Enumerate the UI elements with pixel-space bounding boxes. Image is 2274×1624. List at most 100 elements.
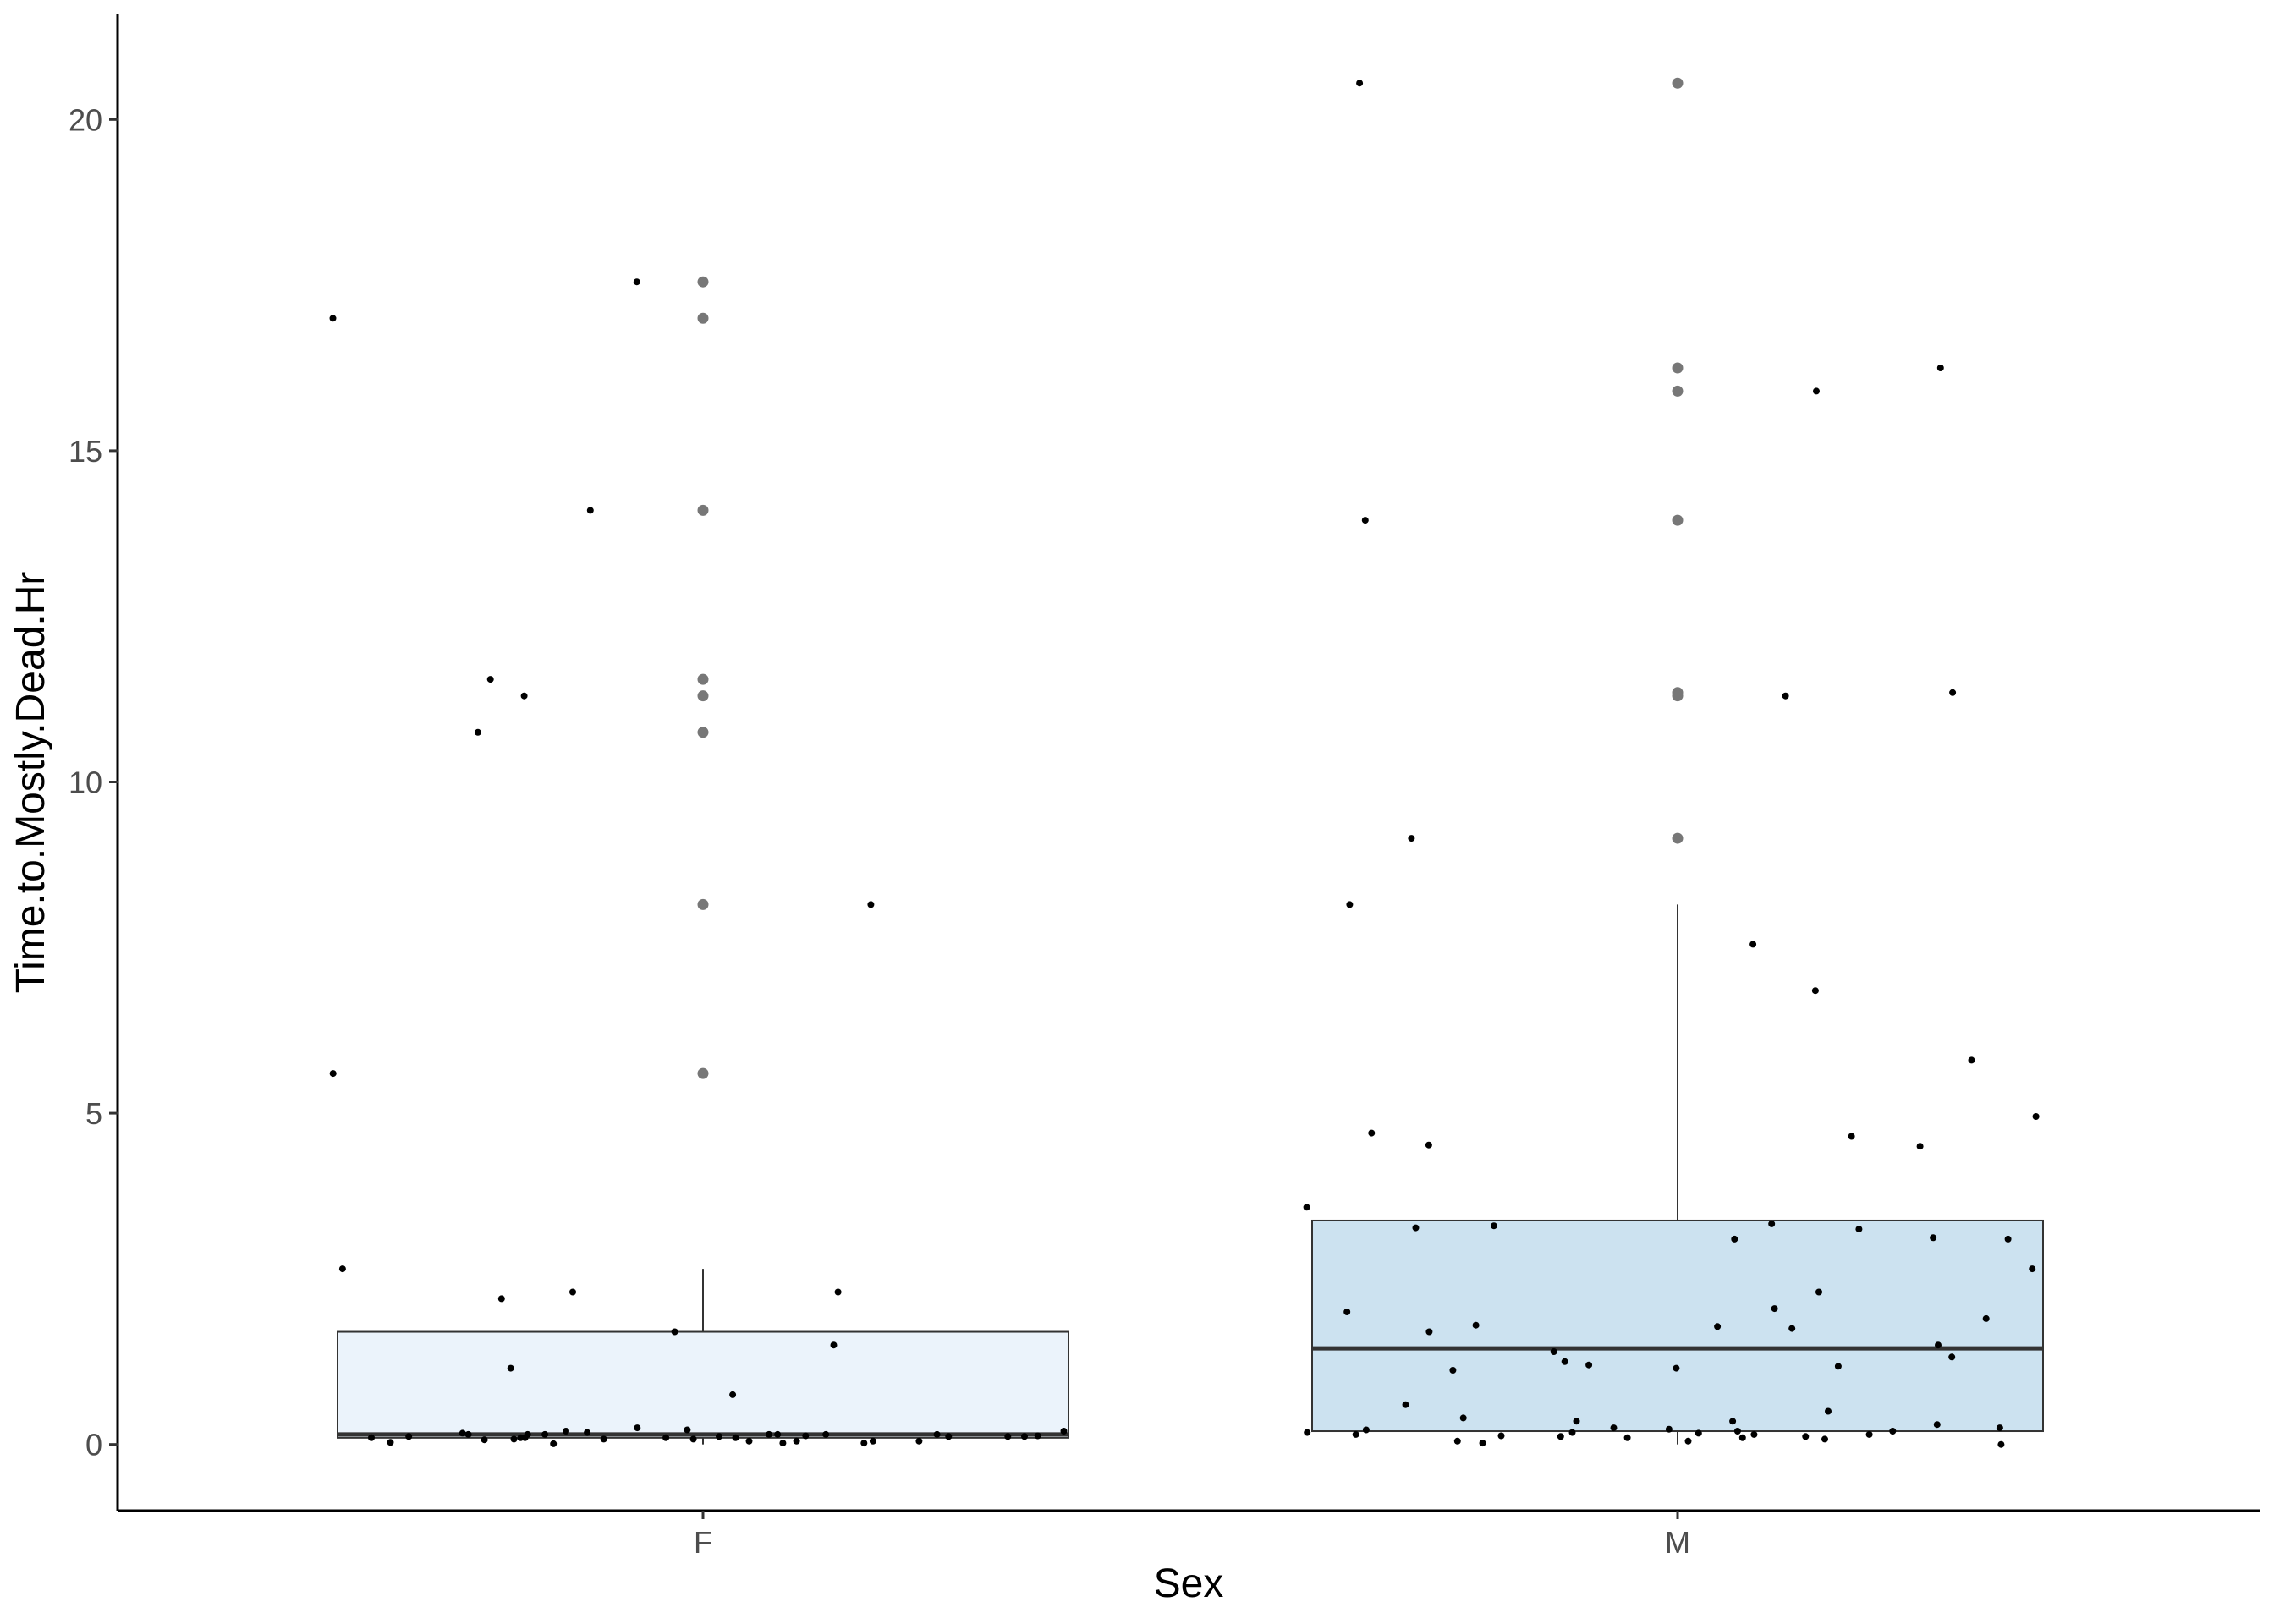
outlier-M-2: [1672, 385, 1684, 397]
data-point-F-0: [633, 278, 640, 286]
data-point-M-27: [1343, 1309, 1351, 1315]
data-point-F-20: [584, 1429, 591, 1436]
data-point-M-16: [1303, 1204, 1310, 1211]
data-point-M-29: [1472, 1321, 1480, 1329]
data-point-M-35: [1948, 1353, 1956, 1361]
data-point-M-63: [1738, 1434, 1746, 1441]
data-point-M-36: [1561, 1358, 1568, 1365]
data-point-F-40: [521, 1434, 529, 1441]
data-point-M-30: [1714, 1323, 1722, 1330]
data-point-F-30: [802, 1432, 810, 1440]
y-tick-label-20: 20: [69, 102, 102, 137]
x-tick-label-F: F: [694, 1525, 712, 1560]
data-point-F-33: [405, 1433, 413, 1440]
data-point-F-21: [459, 1429, 466, 1437]
data-point-F-4: [520, 692, 528, 700]
data-point-F-44: [481, 1436, 488, 1444]
data-point-F-7: [329, 1070, 337, 1078]
data-point-M-34: [1550, 1348, 1557, 1355]
data-point-M-33: [1935, 1341, 1942, 1349]
data-point-M-20: [1855, 1226, 1863, 1233]
data-point-F-31: [1021, 1433, 1028, 1440]
data-point-F-41: [510, 1435, 518, 1443]
data-point-M-40: [1449, 1367, 1457, 1374]
data-point-M-48: [1996, 1424, 2003, 1432]
data-point-F-22: [933, 1430, 941, 1438]
data-point-M-68: [1997, 1440, 2005, 1448]
box-M: [1311, 77, 2044, 1445]
data-point-M-22: [1731, 1235, 1738, 1243]
box-rect-F: [337, 1330, 1069, 1439]
outlier-M-1: [1672, 362, 1684, 374]
data-point-M-65: [1684, 1437, 1692, 1445]
points-layer: [329, 80, 2040, 1448]
data-point-F-11: [497, 1295, 505, 1303]
data-point-M-57: [1352, 1430, 1359, 1438]
data-point-M-18: [1490, 1222, 1497, 1230]
data-point-F-10: [834, 1288, 842, 1296]
data-point-F-18: [1060, 1428, 1068, 1435]
data-point-F-29: [1034, 1432, 1041, 1440]
data-point-M-0: [1356, 80, 1364, 87]
data-point-M-17: [1768, 1220, 1776, 1227]
data-point-M-14: [1425, 1141, 1432, 1149]
data-point-M-61: [1802, 1433, 1810, 1440]
data-point-F-36: [662, 1434, 670, 1441]
data-point-F-39: [368, 1434, 375, 1441]
outlier-F-5: [697, 727, 709, 738]
data-point-M-32: [1425, 1328, 1433, 1336]
data-point-F-16: [634, 1424, 641, 1432]
data-point-F-6: [867, 901, 875, 908]
outlier-M-3: [1672, 514, 1684, 526]
data-point-F-12: [671, 1328, 678, 1336]
data-point-M-44: [1729, 1418, 1737, 1425]
data-point-F-42: [600, 1435, 607, 1443]
data-point-M-3: [1361, 517, 1369, 524]
data-point-M-8: [1749, 941, 1757, 948]
data-point-M-11: [2032, 1113, 2040, 1120]
data-point-M-12: [1368, 1129, 1376, 1137]
data-point-M-25: [1815, 1288, 1822, 1296]
data-point-M-5: [1782, 692, 1789, 700]
data-point-F-26: [822, 1430, 830, 1438]
data-point-M-54: [1568, 1429, 1576, 1436]
data-point-F-17: [684, 1426, 691, 1434]
data-point-F-24: [766, 1430, 772, 1438]
outlier-M-6: [1672, 832, 1684, 844]
y-tick-label-5: 5: [85, 1096, 102, 1131]
data-point-F-2: [586, 507, 594, 514]
data-point-M-58: [1865, 1430, 1873, 1438]
data-point-F-51: [779, 1440, 787, 1447]
data-point-M-43: [1459, 1414, 1467, 1422]
data-point-M-64: [1821, 1435, 1828, 1443]
y-axis-title: Time.to.Mostly.Dead.Hr: [8, 572, 53, 994]
data-point-M-26: [1771, 1305, 1778, 1313]
y-tick-label-10: 10: [69, 765, 102, 799]
y-tick-label-0: 0: [85, 1428, 102, 1462]
data-point-M-52: [1733, 1428, 1741, 1435]
data-point-M-49: [1665, 1425, 1673, 1433]
outlier-M-0: [1672, 77, 1684, 89]
data-point-F-50: [860, 1440, 868, 1447]
data-point-F-14: [507, 1364, 514, 1372]
outlier-M-5: [1672, 690, 1684, 702]
data-point-M-28: [1982, 1314, 1990, 1322]
outlier-F-4: [697, 690, 709, 702]
data-point-M-62: [1623, 1434, 1631, 1441]
outlier-F-6: [697, 898, 709, 910]
box-rect-M: [1311, 1219, 2044, 1433]
data-point-F-49: [387, 1439, 394, 1446]
data-point-M-59: [1497, 1432, 1505, 1440]
outlier-F-3: [697, 673, 709, 685]
data-point-M-2: [1813, 387, 1820, 395]
data-point-M-42: [1825, 1407, 1832, 1415]
data-point-F-34: [1004, 1433, 1012, 1440]
data-point-M-9: [1811, 987, 1819, 995]
data-point-M-55: [1695, 1429, 1702, 1437]
data-point-M-6: [1408, 835, 1415, 842]
data-point-M-10: [1968, 1056, 1975, 1064]
data-point-F-5: [474, 728, 481, 736]
data-point-F-13: [830, 1341, 838, 1349]
